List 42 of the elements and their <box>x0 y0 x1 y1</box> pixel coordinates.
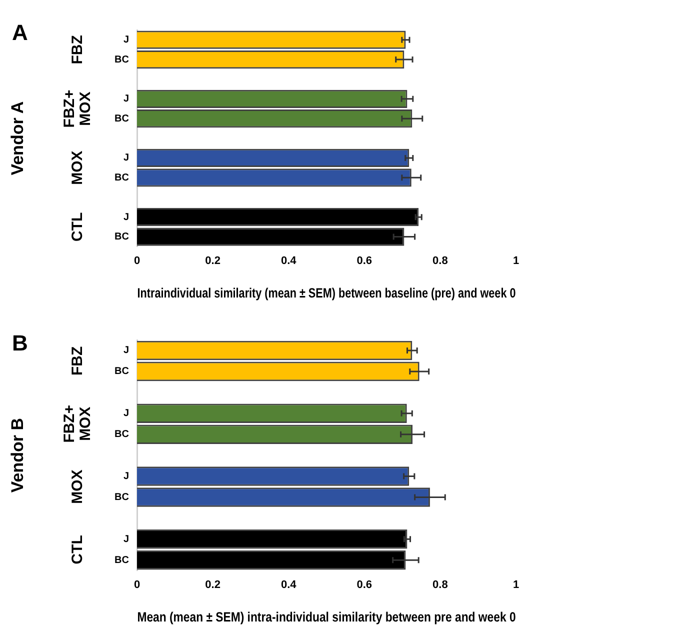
text: MOX <box>69 150 86 185</box>
x-tick-label: 0.2 <box>205 579 220 592</box>
x-tick-label: 0.6 <box>356 579 372 592</box>
y-tick-label: J <box>123 212 129 223</box>
x-tick-label: 1 <box>512 579 520 592</box>
y-tick-label: BC <box>114 554 129 566</box>
text: FBZ <box>69 346 86 376</box>
text: FBZ <box>69 35 86 64</box>
y-tick-label: BC <box>114 492 129 503</box>
text: FBZ+MOX <box>61 404 94 443</box>
x-tick-label: 0.4 <box>280 255 298 268</box>
y-tick-label: J <box>123 534 129 545</box>
y-tick-label: J <box>123 471 129 482</box>
y-tick-label: J <box>123 152 129 164</box>
x-tick-label: 0.6 <box>356 255 372 268</box>
y-axis-title: Vendor B <box>8 418 27 493</box>
chart-title: A <box>12 20 28 45</box>
x-tick-label: 0 <box>134 255 140 268</box>
text: FBZ+MOX <box>61 90 94 128</box>
text: CTL <box>69 535 86 564</box>
x-tick-label: 1 <box>512 255 520 268</box>
x-tick-label: 0.2 <box>205 255 220 268</box>
y-tick-label: J <box>123 345 129 356</box>
x-tick-label: 0.8 <box>432 579 448 592</box>
x-axis-title: Mean (mean ± SEM) intra-individual similarity between pre and week 0 <box>137 610 516 625</box>
y-tick-label: BC <box>114 366 129 378</box>
x-tick-label: 0 <box>134 579 140 592</box>
chart-title: B <box>12 330 28 356</box>
y-tick-label: BC <box>114 113 129 124</box>
y-tick-label: BC <box>114 232 129 243</box>
text: MOX <box>69 470 86 504</box>
x-axis-title: Intraindividual similarity (mean ± SEM) between baseline (pre) and week 0 <box>137 285 516 301</box>
y-tick-label: BC <box>114 172 129 184</box>
text: CTL <box>69 212 86 242</box>
y-axis-title: Vendor A <box>8 101 27 176</box>
y-tick-label: J <box>123 94 129 105</box>
x-tick-label: 0.4 <box>280 579 298 592</box>
y-tick-label: BC <box>114 429 129 440</box>
y-tick-label: J <box>123 408 129 420</box>
y-tick-label: J <box>123 34 129 46</box>
x-tick-label: 0.8 <box>432 255 448 268</box>
y-tick-label: BC <box>114 54 129 66</box>
